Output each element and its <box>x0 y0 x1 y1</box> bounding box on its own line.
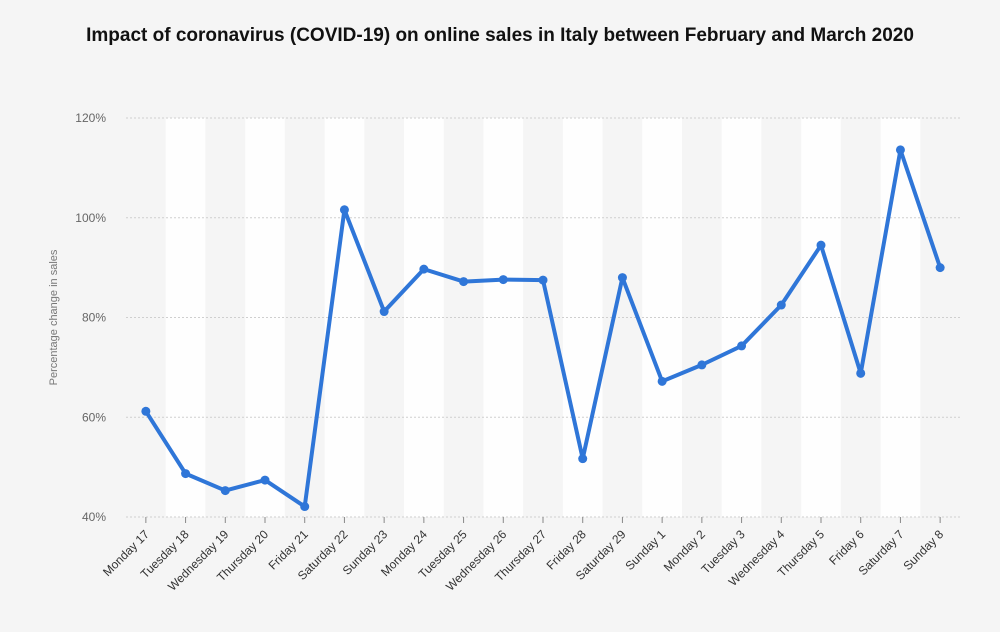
data-point <box>459 277 469 287</box>
data-point <box>498 275 508 285</box>
data-point <box>538 275 548 285</box>
data-point <box>339 205 349 215</box>
data-point <box>141 406 151 416</box>
data-point <box>776 300 786 310</box>
data-point <box>856 368 866 378</box>
data-point <box>895 145 905 155</box>
y-tick-label: 100% <box>75 211 106 225</box>
data-point <box>260 475 270 485</box>
y-tick-label: 80% <box>82 311 106 325</box>
data-point <box>419 264 429 274</box>
data-point <box>220 486 230 496</box>
data-point <box>617 273 627 283</box>
data-point <box>379 307 389 317</box>
data-point <box>181 469 191 479</box>
data-point <box>737 341 747 351</box>
data-point <box>657 376 667 386</box>
x-tick-label: Sunday 8 <box>901 527 947 573</box>
chart-title: Impact of coronavirus (COVID-19) on onli… <box>86 25 914 46</box>
data-point <box>816 240 826 250</box>
data-point <box>300 502 310 512</box>
y-tick-label: 40% <box>82 510 106 524</box>
data-point <box>935 263 945 273</box>
y-tick-label: 120% <box>75 111 106 125</box>
data-point <box>697 360 707 370</box>
y-axis-label: Percentage change in sales <box>48 249 60 385</box>
data-point <box>578 454 588 464</box>
y-tick-label: 60% <box>82 410 106 424</box>
